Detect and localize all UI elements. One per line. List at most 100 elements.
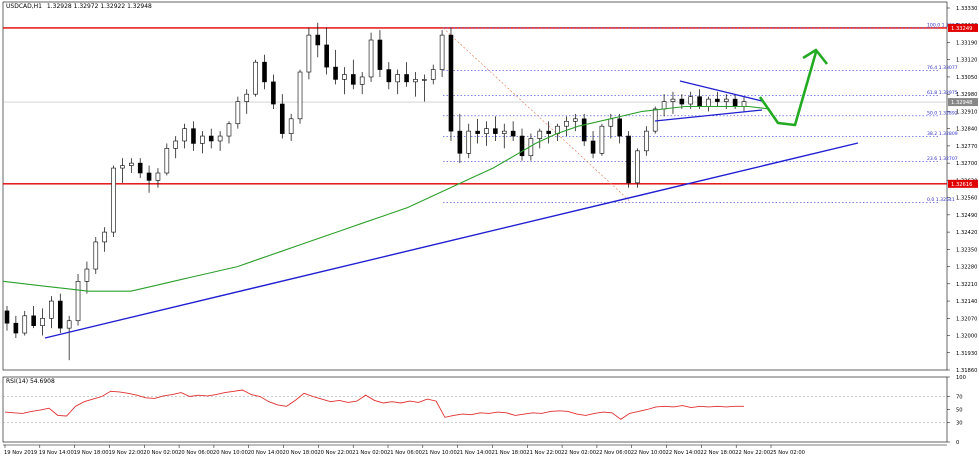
candle-body xyxy=(315,34,321,46)
candle-body xyxy=(741,101,747,107)
candle-body xyxy=(200,135,205,144)
candle-body xyxy=(377,39,383,70)
price-tick-label: 1.32350 xyxy=(956,247,977,253)
price-tick-label: 1.32140 xyxy=(956,299,977,305)
candle-body xyxy=(652,108,658,132)
candle-body xyxy=(644,130,649,152)
candle-body xyxy=(715,98,720,102)
rsi-tick-label: 70 xyxy=(956,395,963,401)
candle-body xyxy=(49,300,54,319)
candle-body xyxy=(137,162,143,174)
current-price-badge xyxy=(948,98,978,107)
candle-body xyxy=(208,135,214,142)
candle-body xyxy=(279,103,285,134)
chart-title: USDCAD,H1 1.32928 1.32972 1.32922 1.3294… xyxy=(6,3,155,10)
candle-body xyxy=(564,120,569,127)
price-tick-label: 1.32910 xyxy=(956,109,977,115)
time-tick-label: 21 Nov 02:00 xyxy=(352,450,387,456)
time-tick-label: 21 Nov 10:00 xyxy=(422,450,457,456)
level-price-badge xyxy=(948,179,978,188)
candle-body xyxy=(262,61,267,83)
candle-body xyxy=(40,317,45,326)
price-tick-label: 1.31930 xyxy=(956,351,977,357)
rsi-tick-label: 30 xyxy=(956,421,963,427)
fib-level-label: 23.6 1.32707 xyxy=(927,156,958,162)
time-tick-label: 20 Nov 18:00 xyxy=(283,450,318,456)
time-tick-label: 19 Nov 18:00 xyxy=(74,450,109,456)
candle-body xyxy=(466,130,472,154)
time-tick-label: 20 Nov 14:00 xyxy=(248,450,283,456)
time-tick-label: 20 Nov 02:00 xyxy=(143,450,178,456)
candle-body xyxy=(457,130,463,154)
candle-body xyxy=(484,128,489,134)
forecast-arrow-head xyxy=(802,48,829,65)
candle-body xyxy=(368,39,374,78)
price-tick-label: 1.32490 xyxy=(956,213,977,219)
candle-body xyxy=(501,130,507,134)
candle-body xyxy=(182,128,187,142)
candle-body xyxy=(253,61,258,95)
time-tick-label: 25 Nov 02:00 xyxy=(770,450,805,456)
candle-body xyxy=(519,135,525,157)
candle-body xyxy=(155,172,161,181)
time-tick-label: 22 Nov 06:00 xyxy=(596,450,631,456)
fib-level-label: 38.2 1.32809 xyxy=(927,131,958,137)
time-tick-label: 19 Nov 22:00 xyxy=(108,450,143,456)
price-tick-label: 1.32700 xyxy=(956,161,977,167)
candle-body xyxy=(581,118,587,142)
time-tick-label: 22 Nov 22:00 xyxy=(735,450,770,456)
candle-body xyxy=(661,101,667,110)
candle-body xyxy=(111,167,116,233)
price-tick-label: 1.31860 xyxy=(956,368,977,374)
price-tick-label: 1.33050 xyxy=(956,75,977,81)
candle-body xyxy=(244,93,250,102)
candle-body xyxy=(235,101,241,125)
candle-body xyxy=(688,96,694,105)
candle-body xyxy=(66,320,72,329)
price-tick-label: 1.32210 xyxy=(956,282,977,288)
fib-level-label: 0.0 1.32541 xyxy=(927,197,955,203)
price-tick-label: 1.32840 xyxy=(956,127,977,133)
candle-body xyxy=(146,172,152,181)
candle-body xyxy=(120,165,125,169)
level-price-label: 1.33249 xyxy=(951,26,972,32)
candle-body xyxy=(31,315,36,326)
fib-level-label: 76.4 1.33077 xyxy=(927,65,958,71)
candle-body xyxy=(697,96,702,107)
time-tick-label: 21 Nov 14:00 xyxy=(457,450,492,456)
candle-body xyxy=(537,130,543,139)
price-tick-label: 1.32280 xyxy=(956,265,977,271)
price-tick-label: 1.32000 xyxy=(956,334,977,340)
candle-body xyxy=(84,268,90,282)
candle-body xyxy=(226,123,232,137)
candle-body xyxy=(386,69,392,83)
price-tick-label: 1.33330 xyxy=(956,6,977,12)
price-tick-label: 1.32770 xyxy=(956,144,977,150)
candle-body xyxy=(617,118,622,137)
price-tick-label: 1.32980 xyxy=(956,92,977,98)
forecast-arrow-path xyxy=(758,51,818,127)
rising-trend-line xyxy=(44,142,859,339)
rsi-tick-label: 0 xyxy=(956,440,959,446)
candle-body xyxy=(351,74,356,85)
time-tick-label: 20 Nov 22:00 xyxy=(317,450,352,456)
price-tick-label: 1.33190 xyxy=(956,40,977,46)
candle-body xyxy=(191,128,196,144)
candle-body xyxy=(572,118,578,122)
candle-body xyxy=(679,98,685,105)
candle-body xyxy=(217,135,223,142)
fib-level-label: 61.8 1.32975 xyxy=(927,90,958,96)
candle-body xyxy=(333,66,338,80)
level-price-label: 1.32616 xyxy=(951,182,972,188)
candle-body xyxy=(164,148,170,174)
candle-body xyxy=(297,71,303,120)
rsi-tick-label: 50 xyxy=(956,408,963,414)
candle-body xyxy=(626,135,631,184)
candle-body xyxy=(342,74,347,80)
price-tick-label: 1.33120 xyxy=(956,58,977,64)
candle-body xyxy=(732,98,738,107)
symbol-label: USDCAD,H1 xyxy=(6,3,42,10)
candle-body xyxy=(723,98,729,102)
